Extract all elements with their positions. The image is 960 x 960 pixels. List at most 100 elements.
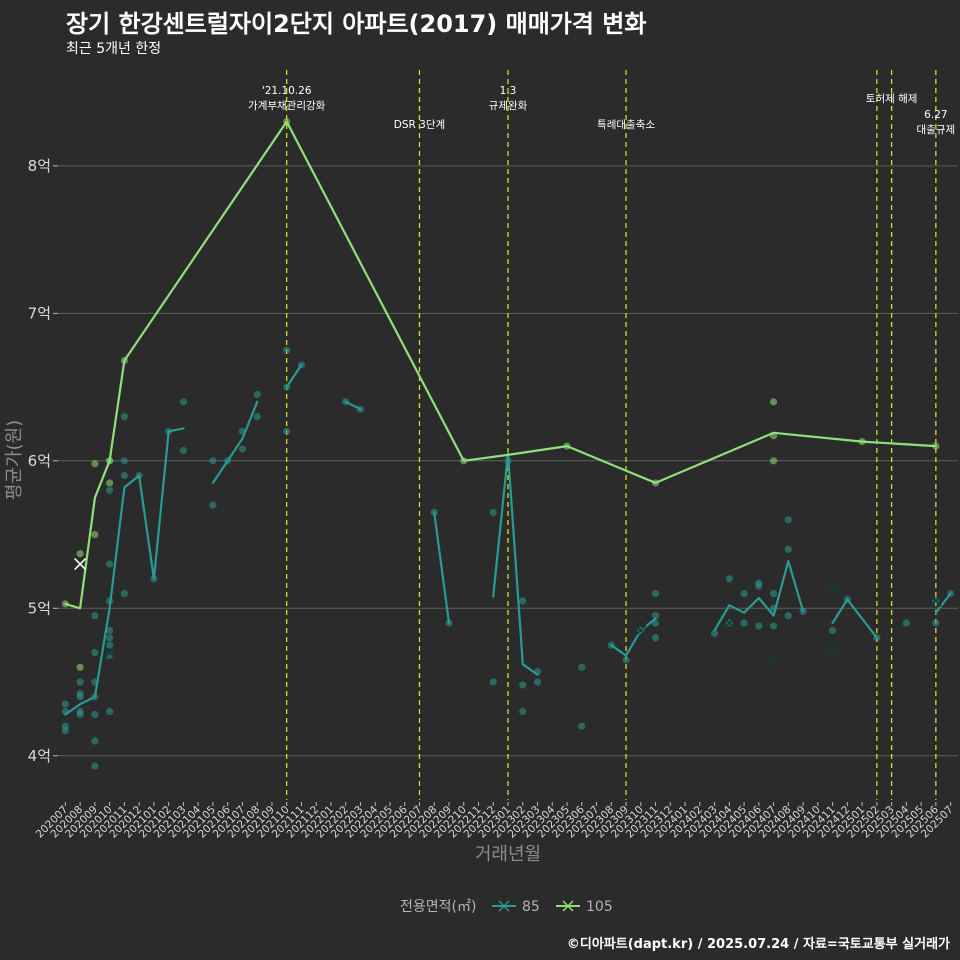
y-tick-label: 6억 bbox=[28, 452, 51, 470]
data-point-105 bbox=[91, 460, 99, 468]
data-point-85 bbox=[519, 681, 527, 689]
annotation-line: 특례대출축소 bbox=[597, 119, 655, 131]
chart-title: 장기 한강센트럴자이2단지 아파트(2017) 매매가격 변화 bbox=[66, 10, 647, 38]
annotation-line: 6.27 bbox=[924, 109, 947, 121]
data-point-85 bbox=[755, 622, 763, 630]
series-line-105 bbox=[64, 120, 938, 610]
data-point-85 bbox=[209, 457, 217, 465]
series-line-85 bbox=[285, 363, 303, 389]
annotation-line: 1.3 bbox=[500, 85, 517, 97]
data-point-85 bbox=[106, 626, 114, 635]
cross-marker-85 bbox=[826, 643, 839, 656]
policy-lines bbox=[286, 70, 937, 800]
data-point-85 bbox=[932, 619, 940, 627]
data-point-85 bbox=[622, 656, 630, 664]
series-line-85 bbox=[610, 617, 657, 657]
data-point-105 bbox=[76, 663, 84, 671]
data-point-85 bbox=[106, 641, 114, 649]
data-point-85 bbox=[519, 597, 527, 605]
cross-marker-105 bbox=[74, 557, 87, 571]
data-point-85 bbox=[91, 762, 99, 770]
legend-swatch-cross-105 bbox=[562, 900, 574, 912]
data-point-85 bbox=[755, 579, 763, 587]
data-point-85 bbox=[61, 700, 69, 708]
data-point-85 bbox=[106, 560, 114, 568]
data-point-85 bbox=[106, 486, 114, 494]
chart-subtitle: 최근 5개년 한정 bbox=[66, 41, 162, 57]
data-point-85 bbox=[120, 412, 128, 421]
data-point-85 bbox=[784, 516, 792, 524]
data-point-85 bbox=[209, 501, 217, 509]
cross-marker-85 bbox=[723, 616, 736, 630]
annotation-line: DSR 3단계 bbox=[394, 119, 445, 131]
annotation-line: 대출규제 bbox=[917, 124, 956, 136]
series-line-85 bbox=[433, 511, 451, 625]
legend-swatch-cross-85 bbox=[498, 900, 510, 912]
data-point-85 bbox=[106, 707, 114, 716]
annotation-line: '21.10.26 bbox=[262, 85, 312, 97]
cross-marker-85 bbox=[826, 583, 839, 596]
cross-marker-85 bbox=[103, 646, 116, 659]
data-point-85 bbox=[578, 722, 586, 730]
data-point-85 bbox=[489, 678, 497, 686]
data-point-85 bbox=[578, 663, 586, 671]
data-point-85 bbox=[76, 707, 84, 716]
data-point-85 bbox=[651, 589, 660, 598]
data-point-85 bbox=[651, 634, 660, 642]
series-line-85 bbox=[64, 427, 185, 716]
y-tick-label: 4억 bbox=[28, 747, 51, 765]
data-point-85 bbox=[533, 678, 542, 686]
annotation-line: 규제완화 bbox=[489, 99, 528, 112]
policy-annotation: '21.10.26 가계부채관리강화 bbox=[248, 85, 326, 112]
data-point-85 bbox=[740, 589, 748, 598]
legend-label-105: 105 bbox=[586, 899, 613, 915]
data-point-85 bbox=[784, 612, 792, 620]
series-line-85 bbox=[492, 452, 539, 676]
policy-annotation: 6.27 대출규제 bbox=[917, 109, 956, 136]
data-point-105 bbox=[769, 457, 778, 465]
x-axis-title: 거래년월 bbox=[475, 844, 541, 865]
data-point-85 bbox=[519, 707, 527, 716]
data-point-85 bbox=[179, 446, 188, 455]
series-line-85 bbox=[344, 400, 362, 411]
annotation-line: 토허제 해제 bbox=[866, 92, 918, 105]
policy-annotation: 특례대출축소 bbox=[597, 119, 655, 131]
data-point-85 bbox=[902, 619, 910, 627]
data-point-85 bbox=[76, 690, 84, 698]
y-tick-labels: 4억 5억 6억 7억 8억 bbox=[28, 157, 58, 765]
cross-marker-85 bbox=[929, 594, 942, 607]
legend-label-85: 85 bbox=[522, 899, 540, 915]
annotation-line: 가계부채관리강화 bbox=[248, 100, 326, 112]
data-point-85 bbox=[253, 412, 261, 421]
data-point-85 bbox=[179, 398, 188, 406]
y-tick-label: 8억 bbox=[28, 157, 51, 175]
data-point-85 bbox=[489, 508, 497, 517]
data-point-85 bbox=[106, 634, 114, 642]
outlier-crosses bbox=[74, 557, 942, 666]
source-caption: ©디아파트(dapt.kr) / 2025.07.24 / 자료=국토교통부 실… bbox=[566, 937, 950, 952]
data-point-85 bbox=[76, 678, 84, 686]
data-point-85 bbox=[710, 629, 719, 637]
data-point-85 bbox=[283, 346, 291, 354]
series-line-85 bbox=[211, 400, 259, 484]
legend: 전용면적(㎡) 85 105 bbox=[400, 899, 613, 915]
y-axis-title: 평균가(원) bbox=[4, 420, 25, 500]
x-tick-labels: 2020072020082020092020102020112020122021… bbox=[34, 802, 956, 840]
data-point-105 bbox=[91, 530, 99, 539]
data-point-85 bbox=[91, 612, 99, 620]
series-line-85 bbox=[713, 559, 805, 632]
data-point-105 bbox=[76, 550, 84, 558]
data-point-85 bbox=[725, 575, 733, 583]
data-point-85 bbox=[91, 737, 99, 745]
cross-marker-85 bbox=[634, 624, 647, 637]
data-point-85 bbox=[740, 619, 748, 627]
data-point-85 bbox=[120, 457, 128, 465]
y-tick-label: 5억 bbox=[28, 599, 51, 617]
data-point-85 bbox=[769, 622, 778, 630]
series-lines bbox=[64, 120, 952, 716]
cross-marker-85 bbox=[767, 653, 780, 666]
data-point-85 bbox=[91, 648, 99, 657]
y-tick-label: 7억 bbox=[28, 304, 51, 322]
